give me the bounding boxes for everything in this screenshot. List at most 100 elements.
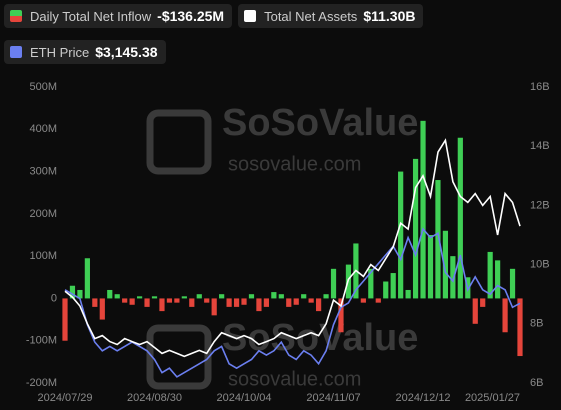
bar bbox=[166, 298, 173, 303]
bar bbox=[375, 298, 381, 303]
bar bbox=[495, 260, 501, 299]
bar bbox=[92, 298, 98, 307]
bar bbox=[114, 294, 120, 299]
y2-tick-label: 14B bbox=[530, 140, 550, 152]
bar bbox=[383, 281, 389, 299]
bar bbox=[263, 298, 269, 307]
line bbox=[64, 138, 521, 358]
bar bbox=[189, 298, 195, 307]
x-tick-label: 2024/10/04 bbox=[216, 392, 271, 404]
bar bbox=[256, 298, 262, 312]
bar bbox=[233, 298, 240, 307]
watermark: sosovalue.com bbox=[228, 153, 361, 175]
bar bbox=[136, 296, 143, 299]
y2-tick-label: 10B bbox=[530, 259, 550, 271]
bar bbox=[181, 296, 187, 299]
y-tick-label: 100M bbox=[29, 250, 57, 262]
x-tick-label: 2024/07/29 bbox=[37, 392, 92, 404]
bar bbox=[204, 298, 210, 303]
x-tick-label: 2025/01/27 bbox=[465, 392, 520, 404]
x-tick-label: 2024/11/07 bbox=[306, 392, 360, 404]
bar bbox=[412, 158, 419, 299]
bar bbox=[390, 273, 396, 299]
bar bbox=[308, 298, 314, 303]
bar bbox=[405, 289, 411, 299]
watermark: SoSoValue bbox=[222, 102, 418, 144]
bar bbox=[211, 298, 217, 316]
legend-icon bbox=[244, 10, 257, 22]
legend-icon bbox=[10, 10, 22, 22]
line bbox=[64, 227, 521, 378]
bar bbox=[427, 235, 434, 299]
bar bbox=[398, 171, 404, 299]
bar bbox=[487, 251, 493, 299]
bar bbox=[69, 285, 76, 299]
bar bbox=[323, 294, 329, 299]
bar bbox=[77, 289, 83, 299]
watermark: SoSoValue bbox=[222, 317, 418, 359]
bar bbox=[450, 256, 456, 299]
y-tick-label: -200M bbox=[26, 377, 57, 389]
y-tick-label: 0 bbox=[51, 292, 57, 304]
x-tick-label: 2024/08/30 bbox=[127, 392, 182, 404]
bar bbox=[472, 298, 478, 324]
y2-tick-label: 8B bbox=[530, 318, 543, 330]
bar bbox=[420, 120, 426, 299]
y-tick-label: -100M bbox=[26, 335, 57, 347]
legend-item[interactable]: Daily Total Net Inflow -$136.25M bbox=[4, 4, 233, 28]
watermark-logo bbox=[146, 324, 212, 390]
legend-item[interactable]: ETH Price $3,145.38 bbox=[4, 40, 166, 64]
bar bbox=[174, 298, 180, 303]
bar bbox=[159, 298, 165, 312]
bar bbox=[248, 294, 255, 299]
bar bbox=[278, 294, 284, 299]
y-tick-label: 300M bbox=[29, 165, 57, 177]
bar bbox=[480, 298, 486, 307]
bar bbox=[219, 294, 225, 299]
bar bbox=[338, 298, 344, 333]
bar bbox=[301, 294, 307, 299]
bar bbox=[457, 137, 463, 299]
y-tick-label: 500M bbox=[29, 81, 57, 93]
x-tick-label: 2024/12/12 bbox=[396, 392, 451, 404]
bar bbox=[107, 289, 113, 299]
y2-tick-label: 12B bbox=[530, 199, 550, 211]
bar bbox=[368, 268, 374, 299]
bar bbox=[502, 298, 508, 333]
bar bbox=[129, 298, 135, 305]
watermark: sosovalue.com bbox=[228, 368, 361, 390]
legend-value: -$136.25M bbox=[157, 8, 225, 24]
bar bbox=[293, 298, 299, 305]
legend-icon bbox=[10, 46, 22, 58]
bar bbox=[122, 298, 128, 303]
bar bbox=[286, 298, 292, 307]
bar bbox=[84, 258, 90, 299]
bar bbox=[226, 298, 232, 307]
bar bbox=[241, 298, 247, 305]
watermark-logo bbox=[146, 109, 212, 175]
legend-item[interactable]: Total Net Assets $11.30B bbox=[238, 4, 424, 28]
bar bbox=[196, 294, 202, 299]
bar bbox=[151, 296, 158, 299]
bar bbox=[271, 292, 277, 299]
y2-tick-label: 6B bbox=[530, 377, 543, 389]
bar bbox=[360, 298, 366, 303]
bar bbox=[330, 268, 337, 299]
bar bbox=[435, 180, 441, 299]
legend-value: $11.30B bbox=[363, 8, 416, 24]
legend-value: $3,145.38 bbox=[95, 44, 158, 60]
bar bbox=[99, 298, 105, 320]
y2-tick-label: 16B bbox=[530, 81, 550, 93]
bar bbox=[316, 298, 322, 312]
bar bbox=[509, 268, 516, 299]
bar bbox=[442, 230, 449, 299]
legend-label: ETH Price bbox=[30, 44, 90, 60]
bar bbox=[62, 298, 68, 341]
y-tick-label: 400M bbox=[29, 123, 57, 135]
bar bbox=[517, 298, 523, 357]
bar bbox=[144, 298, 150, 307]
legend-label: Daily Total Net Inflow bbox=[30, 8, 152, 24]
y-tick-label: 200M bbox=[29, 208, 57, 220]
